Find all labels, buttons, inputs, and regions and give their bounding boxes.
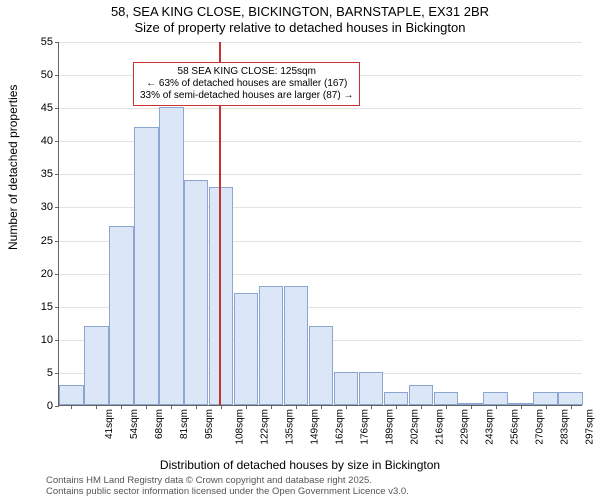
x-tick-label: 202sqm <box>409 409 420 445</box>
histogram-bar <box>84 326 108 405</box>
histogram-bar <box>209 187 233 405</box>
x-tick-mark <box>171 405 172 409</box>
x-tick-mark <box>521 405 522 409</box>
x-tick-mark <box>546 405 547 409</box>
callout-line-2: ← 63% of detached houses are smaller (16… <box>140 78 353 90</box>
y-tick-label: 30 <box>41 201 53 213</box>
x-tick-mark <box>571 405 572 409</box>
y-tick-label: 0 <box>47 400 53 412</box>
x-tick-label: 122sqm <box>260 409 271 445</box>
x-tick-label: 176sqm <box>360 409 371 445</box>
x-tick-label: 135sqm <box>285 409 296 445</box>
title-line-1: 58, SEA KING CLOSE, BICKINGTON, BARNSTAP… <box>0 4 600 20</box>
y-tick-label: 20 <box>41 268 53 280</box>
callout-line-3: 33% of semi-detached houses are larger (… <box>140 90 353 102</box>
x-tick-mark <box>471 405 472 409</box>
y-tick-mark <box>55 406 59 407</box>
x-tick-label: 270sqm <box>534 409 545 445</box>
x-tick-mark <box>346 405 347 409</box>
x-tick-label: 283sqm <box>559 409 570 445</box>
x-tick-mark <box>196 405 197 409</box>
x-tick-mark <box>446 405 447 409</box>
histogram-bar <box>533 392 557 405</box>
x-tick-mark <box>71 405 72 409</box>
y-tick-label: 35 <box>41 168 53 180</box>
y-tick-label: 45 <box>41 102 53 114</box>
plot-area: 051015202530354045505541sqm54sqm68sqm81s… <box>58 42 582 406</box>
y-tick-label: 55 <box>41 36 53 48</box>
x-tick-mark <box>421 405 422 409</box>
x-tick-label: 68sqm <box>154 409 165 439</box>
x-tick-label: 189sqm <box>385 409 396 445</box>
y-tick-mark <box>55 42 59 43</box>
y-tick-mark <box>55 241 59 242</box>
histogram-bar <box>359 372 383 405</box>
x-tick-mark <box>296 405 297 409</box>
title-line-2: Size of property relative to detached ho… <box>0 20 600 36</box>
x-tick-label: 216sqm <box>434 409 445 445</box>
x-tick-mark <box>496 405 497 409</box>
histogram-bar <box>334 372 358 405</box>
x-tick-mark <box>246 405 247 409</box>
x-tick-mark <box>271 405 272 409</box>
histogram-bar <box>434 392 458 405</box>
x-tick-label: 149sqm <box>310 409 321 445</box>
chart-title: 58, SEA KING CLOSE, BICKINGTON, BARNSTAP… <box>0 4 600 37</box>
histogram-bar <box>284 286 308 405</box>
y-tick-mark <box>55 108 59 109</box>
x-tick-label: 41sqm <box>104 409 115 439</box>
y-tick-mark <box>55 207 59 208</box>
y-tick-mark <box>55 174 59 175</box>
y-tick-label: 40 <box>41 135 53 147</box>
histogram-bar <box>134 127 158 405</box>
reference-callout: 58 SEA KING CLOSE: 125sqm ← 63% of detac… <box>133 62 360 106</box>
histogram-bar <box>109 226 133 405</box>
histogram-bar <box>259 286 283 405</box>
x-tick-mark <box>96 405 97 409</box>
y-tick-mark <box>55 274 59 275</box>
x-tick-mark <box>221 405 222 409</box>
histogram-bar <box>59 385 83 405</box>
y-tick-mark <box>55 141 59 142</box>
x-tick-mark <box>321 405 322 409</box>
histogram-bar <box>184 180 208 405</box>
histogram-bar <box>409 385 433 405</box>
x-tick-label: 229sqm <box>459 409 470 445</box>
gridline <box>59 108 582 109</box>
x-tick-label: 81sqm <box>179 409 190 439</box>
histogram-bar <box>558 392 582 405</box>
x-tick-label: 54sqm <box>129 409 140 439</box>
chart-container: { "title": { "line1": "58, SEA KING CLOS… <box>0 0 600 500</box>
gridline <box>59 42 582 43</box>
y-tick-mark <box>55 340 59 341</box>
x-tick-label: 256sqm <box>509 409 520 445</box>
y-tick-mark <box>55 373 59 374</box>
histogram-bar <box>483 392 507 405</box>
x-axis-label: Distribution of detached houses by size … <box>0 458 600 472</box>
x-tick-mark <box>121 405 122 409</box>
y-tick-mark <box>55 75 59 76</box>
histogram-bar <box>384 392 408 405</box>
x-tick-label: 95sqm <box>204 409 215 439</box>
x-tick-label: 162sqm <box>335 409 346 445</box>
callout-line-1: 58 SEA KING CLOSE: 125sqm <box>140 66 353 78</box>
y-axis-label: Number of detached properties <box>6 85 20 250</box>
chart-footnote: Contains HM Land Registry data © Crown c… <box>46 476 409 498</box>
x-tick-mark <box>146 405 147 409</box>
histogram-bar <box>159 107 183 405</box>
x-tick-label: 297sqm <box>584 409 595 445</box>
y-tick-label: 50 <box>41 69 53 81</box>
y-tick-label: 15 <box>41 301 53 313</box>
y-tick-label: 5 <box>47 367 53 379</box>
x-tick-label: 108sqm <box>235 409 246 445</box>
x-tick-mark <box>396 405 397 409</box>
histogram-bar <box>309 326 333 405</box>
histogram-bar <box>234 293 258 406</box>
y-tick-mark <box>55 307 59 308</box>
y-tick-label: 25 <box>41 235 53 247</box>
x-tick-label: 243sqm <box>484 409 495 445</box>
y-tick-label: 10 <box>41 334 53 346</box>
x-tick-mark <box>371 405 372 409</box>
footnote-line-2: Contains public sector information licen… <box>46 487 409 498</box>
